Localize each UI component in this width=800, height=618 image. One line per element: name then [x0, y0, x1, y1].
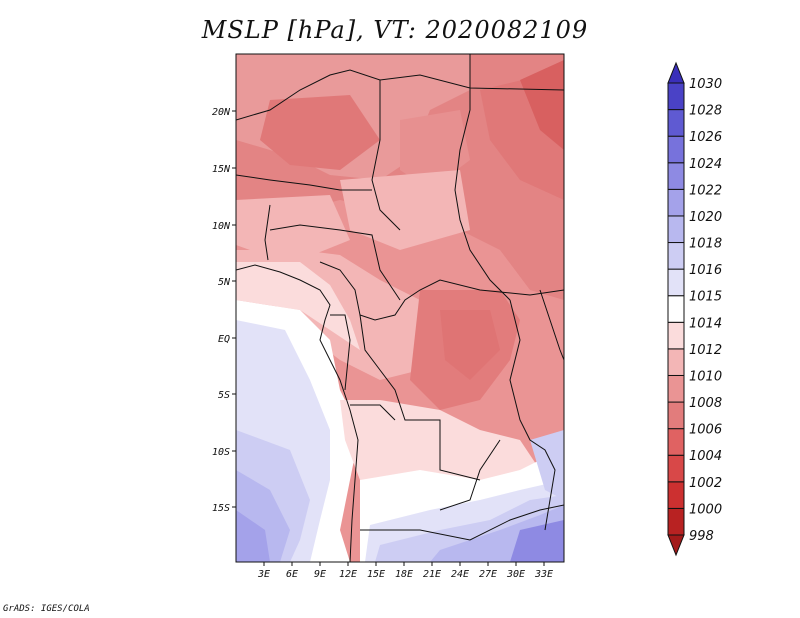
colorbar-segment: [667, 428, 685, 456]
colorbar-label: 1030: [689, 77, 722, 92]
lat-label: 10S: [212, 447, 230, 458]
colorbar-label: 1010: [689, 369, 722, 384]
lon-label: 33E: [534, 569, 553, 580]
lon-label: 24E: [451, 569, 469, 580]
colorbar-label: 1014: [689, 316, 722, 331]
colorbar-label: 1028: [689, 104, 722, 119]
colorbar-label: 1012: [689, 343, 722, 358]
lon-label: 30E: [506, 569, 525, 580]
colorbar-segment: [667, 242, 685, 270]
lon-label: 9E: [314, 569, 326, 580]
lon-label: 15E: [367, 569, 385, 580]
lat-label: 5N: [218, 277, 231, 288]
colorbar-label: 1026: [689, 130, 722, 145]
grads-credit: GrADS: IGES/COLA: [3, 604, 90, 614]
colorbar-segment: [667, 162, 685, 190]
colorbar-segment: [667, 321, 685, 350]
colorbar-label: 1018: [689, 237, 722, 252]
colorbar-segment: [667, 348, 685, 376]
lon-labels: 3E 6E 9E 12E 15E 18E 21E 24E 27E 30E 33E: [257, 569, 553, 580]
lat-label: 20N: [212, 107, 231, 118]
colorbar-segment: [667, 507, 685, 536]
colorbar-label: 1024: [689, 157, 722, 172]
border-north: [236, 69, 564, 121]
lat-label: 15N: [212, 164, 231, 175]
colorbar-segment: [667, 188, 685, 217]
colorbar: 998 1000 1002 1004 1006 1008 1010 1012 1014 1015 1…: [667, 61, 722, 557]
colorbar-label: 1008: [689, 396, 722, 411]
lat-label: 15S: [212, 503, 230, 514]
lon-label: 18E: [395, 569, 413, 580]
colorbar-segment: [667, 109, 685, 137]
colorbar-segment: [667, 268, 685, 297]
colorbar-label: 1016: [689, 263, 722, 278]
lat-label: 10N: [212, 221, 231, 232]
colorbar-label: 1004: [689, 449, 722, 464]
lat-label: 5S: [218, 390, 230, 401]
colorbar-low-triangle: [667, 534, 685, 557]
lat-labels: 20N 15N 10N 5N EQ 5S 10S 15S: [212, 107, 231, 514]
colorbar-segment: [667, 374, 685, 403]
colorbar-segment: [667, 82, 685, 111]
lon-label: 27E: [479, 569, 497, 580]
colorbar-segment: [667, 135, 685, 164]
lon-label: 6E: [286, 569, 298, 580]
map-frame: [235, 53, 565, 563]
colorbar-label: 1015: [689, 290, 722, 305]
lon-label: 3E: [257, 569, 270, 580]
colorbar-segment: [667, 401, 685, 430]
colorbar-segment: [667, 454, 685, 483]
colorbar-label: 1000: [689, 502, 722, 517]
colorbar-label: 1002: [689, 476, 722, 491]
colorbar-label: 1006: [689, 423, 722, 438]
coastline-west: [236, 264, 359, 562]
colorbar-segment: [667, 481, 685, 509]
colorbar-segment: [667, 295, 685, 323]
borders: [236, 54, 564, 562]
lon-label: 21E: [423, 569, 441, 580]
colorbar-high-triangle: [667, 61, 685, 84]
colorbar-segment: [667, 215, 685, 244]
colorbar-label: 998: [689, 529, 714, 544]
lat-label: EQ: [218, 334, 230, 345]
map-title: MSLP [hPa], VT: 2020082109: [201, 16, 589, 44]
colorbar-label: 1020: [689, 210, 722, 225]
lon-label: 12E: [339, 569, 357, 580]
axis-ticks: [232, 110, 545, 566]
colorbar-label: 1022: [689, 183, 722, 198]
